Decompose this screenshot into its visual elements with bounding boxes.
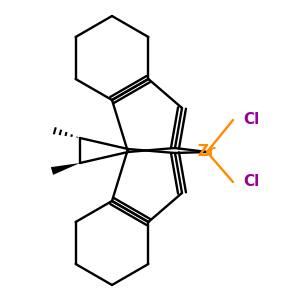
Text: Zr: Zr <box>198 145 216 160</box>
Text: Cl: Cl <box>243 175 259 190</box>
Text: Cl: Cl <box>243 112 259 128</box>
Polygon shape <box>51 163 80 175</box>
